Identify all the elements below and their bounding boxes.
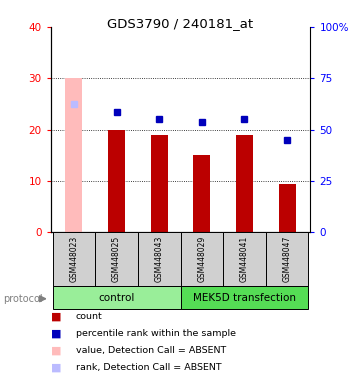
Bar [236,135,253,232]
Bar [180,286,308,309]
Text: control: control [99,293,135,303]
Text: value, Detection Call = ABSENT: value, Detection Call = ABSENT [76,346,226,355]
Bar [95,232,138,286]
Text: GSM448023: GSM448023 [69,236,78,282]
Text: ■: ■ [51,346,61,356]
Bar [223,232,266,286]
Text: count: count [76,312,103,321]
Bar [151,135,168,232]
Bar [278,184,296,232]
Bar [138,232,180,286]
Bar [180,232,223,286]
Text: GSM448043: GSM448043 [155,236,164,282]
Text: GSM448047: GSM448047 [283,236,292,282]
Bar [53,232,95,286]
Text: GDS3790 / 240181_at: GDS3790 / 240181_at [108,17,253,30]
Bar [193,155,210,232]
Text: ■: ■ [51,362,61,372]
Text: percentile rank within the sample: percentile rank within the sample [76,329,236,338]
Text: GSM448025: GSM448025 [112,236,121,282]
Text: protocol: protocol [4,294,43,304]
Bar [266,232,308,286]
Text: ■: ■ [51,312,61,322]
Text: GSM448029: GSM448029 [197,236,206,282]
Text: GSM448041: GSM448041 [240,236,249,282]
Bar [53,286,180,309]
Text: MEK5D transfection: MEK5D transfection [193,293,296,303]
Bar [65,78,83,232]
Text: rank, Detection Call = ABSENT: rank, Detection Call = ABSENT [76,363,221,372]
Bar [108,130,125,232]
Text: ■: ■ [51,329,61,339]
